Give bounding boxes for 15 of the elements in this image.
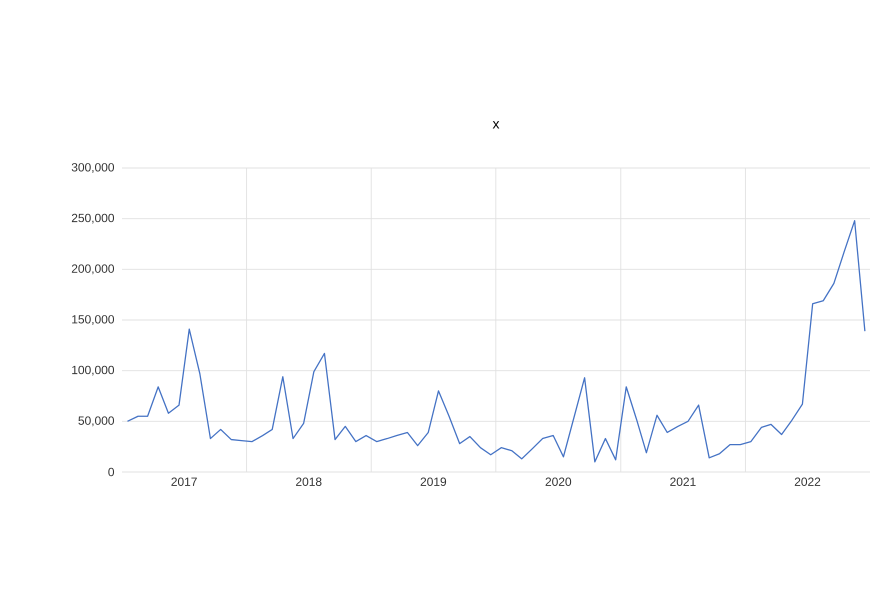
y-tick-label: 150,000 — [72, 315, 114, 325]
x-tick-label: 2022 — [794, 478, 820, 486]
y-tick-label: 0 — [108, 468, 114, 476]
x-tick-label: 2020 — [546, 478, 572, 486]
x-tick-label: 2021 — [670, 478, 696, 486]
chart-title: x — [492, 121, 500, 128]
y-tick-label: 300,000 — [72, 163, 114, 173]
line-series — [126, 220, 866, 463]
x-tick-label: 2017 — [171, 478, 197, 486]
x-tick-label: 2018 — [296, 478, 322, 486]
y-tick-label: 50,000 — [78, 416, 114, 426]
y-tick-label: 100,000 — [72, 366, 114, 376]
x-tick-label: 2019 — [420, 478, 446, 486]
y-tick-label: 200,000 — [72, 264, 114, 274]
y-tick-label: 250,000 — [72, 214, 114, 224]
